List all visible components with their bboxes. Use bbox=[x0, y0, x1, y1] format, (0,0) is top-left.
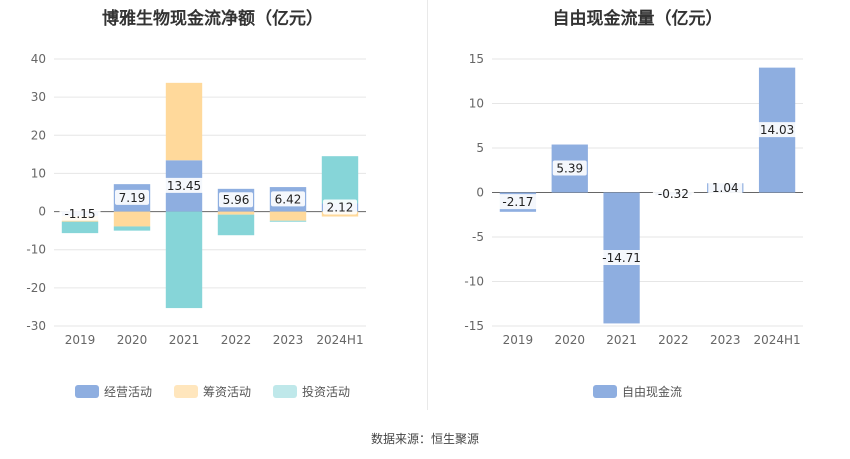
data-label-bg bbox=[115, 189, 149, 205]
data-label-bg bbox=[271, 191, 305, 207]
bar-segment bbox=[113, 211, 151, 227]
legend-item-operating[interactable]: 经营活动 bbox=[74, 383, 152, 400]
data-label-bg bbox=[497, 194, 539, 210]
data-label: 13.45 bbox=[167, 179, 201, 193]
x-tick-label: 2019 bbox=[503, 333, 534, 347]
x-tick-label: 2022 bbox=[658, 333, 689, 347]
x-tick-label: 2023 bbox=[710, 333, 741, 347]
x-tick-label: 2024H1 bbox=[753, 333, 800, 347]
legend-label: 自由现金流 bbox=[621, 385, 682, 399]
legend-label: 经营活动 bbox=[103, 385, 152, 399]
data-label: 14.03 bbox=[760, 123, 794, 137]
legend-item-financing[interactable]: 筹资活动 bbox=[173, 383, 251, 400]
bar-segment bbox=[321, 156, 359, 204]
panel-divider bbox=[427, 0, 428, 410]
data-source-note: 数据来源：恒生聚源 bbox=[370, 432, 479, 446]
data-label: 5.39 bbox=[556, 162, 583, 176]
y-tick-label: 15 bbox=[469, 52, 484, 66]
data-label-bg bbox=[652, 185, 694, 201]
y-tick-label: 10 bbox=[469, 97, 484, 111]
y-tick-label: 0 bbox=[476, 186, 484, 200]
free-cashflow-chart-svg: -15 -10 -5 0 5 10 15 2019 2020 2021 2022 2023 2024H1… bbox=[464, 52, 803, 347]
legend-swatch bbox=[74, 385, 99, 398]
x-tick-label: 2024H1 bbox=[316, 333, 363, 347]
y-tick-label: 5 bbox=[476, 141, 484, 155]
data-label: -2.17 bbox=[502, 195, 533, 209]
chart-title: 博雅生物现金流净额（亿元） bbox=[102, 9, 323, 29]
chart-panel-free-cashflow: 自由现金流量（亿元） -15 -10 -5 0 5 10 15 2019 2020 2021 202… bbox=[425, 0, 850, 420]
data-label-bg bbox=[552, 160, 587, 176]
x-tick-label: 2023 bbox=[273, 333, 304, 347]
data-label-bg bbox=[708, 179, 743, 195]
data-label: -14.71 bbox=[602, 251, 641, 265]
data-label-bg bbox=[219, 192, 253, 208]
y-tick-label: -10 bbox=[26, 243, 46, 257]
y-tick-label: 30 bbox=[31, 90, 46, 104]
y-tick-label: 10 bbox=[31, 166, 46, 180]
data-label-bg bbox=[163, 177, 205, 193]
bar-segment bbox=[269, 211, 307, 221]
bar-segment bbox=[217, 214, 255, 236]
chart-legend: 自由现金流 bbox=[425, 383, 850, 400]
data-label-bg bbox=[597, 249, 646, 265]
data-label-bg bbox=[756, 122, 798, 138]
legend-swatch bbox=[273, 385, 297, 398]
data-label: 7.19 bbox=[119, 191, 146, 205]
data-label: 2.12 bbox=[327, 201, 354, 215]
legend-item-free-cashflow[interactable]: 自由现金流 bbox=[592, 383, 682, 400]
data-label-bg bbox=[59, 205, 101, 221]
chart-title: 自由现金流量（亿元） bbox=[552, 9, 723, 29]
chart-panel-cashflow: 博雅生物现金流净额（亿元） -30 -20 -10 0 10 20 30 40 2019 2020… bbox=[0, 0, 425, 420]
y-tick-label: -30 bbox=[26, 319, 46, 333]
y-tick-label: -10 bbox=[464, 275, 484, 289]
legend-label: 筹资活动 bbox=[202, 385, 251, 399]
x-tick-label: 2020 bbox=[554, 333, 585, 347]
data-label: -1.15 bbox=[64, 207, 95, 221]
legend-label: 投资活动 bbox=[302, 385, 351, 399]
y-tick-label: 0 bbox=[38, 205, 46, 219]
y-tick-label: -15 bbox=[464, 319, 484, 333]
cashflow-chart-svg: -30 -20 -10 0 10 20 30 40 2019 2020 2021 2022 2023 20… bbox=[26, 52, 366, 347]
data-label: 5.96 bbox=[223, 193, 250, 207]
y-tick-label: 20 bbox=[31, 128, 46, 142]
y-tick-label: -20 bbox=[26, 281, 46, 295]
bar-segment bbox=[113, 226, 151, 231]
legend-swatch bbox=[592, 385, 617, 398]
x-tick-label: 2020 bbox=[117, 333, 148, 347]
legend-swatch bbox=[173, 385, 198, 398]
bar-segment bbox=[165, 82, 203, 161]
x-tick-label: 2021 bbox=[606, 333, 637, 347]
y-tick-label: -5 bbox=[472, 230, 484, 244]
x-tick-label: 2019 bbox=[65, 333, 96, 347]
data-label: -0.32 bbox=[658, 187, 689, 201]
bar-segment bbox=[217, 211, 255, 215]
y-tick-label: 40 bbox=[31, 52, 46, 66]
bar-segment bbox=[165, 211, 203, 309]
bar-segment bbox=[269, 220, 307, 222]
chart-legend: 经营活动 筹资活动 投资活动 bbox=[0, 383, 425, 400]
data-label-bg bbox=[323, 199, 357, 215]
data-label: 1.04 bbox=[712, 181, 739, 195]
x-tick-label: 2022 bbox=[221, 333, 252, 347]
bar-segment bbox=[61, 221, 99, 234]
legend-item-investing[interactable]: 投资活动 bbox=[273, 383, 350, 400]
x-tick-label: 2021 bbox=[169, 333, 200, 347]
data-label: 6.42 bbox=[275, 192, 302, 206]
